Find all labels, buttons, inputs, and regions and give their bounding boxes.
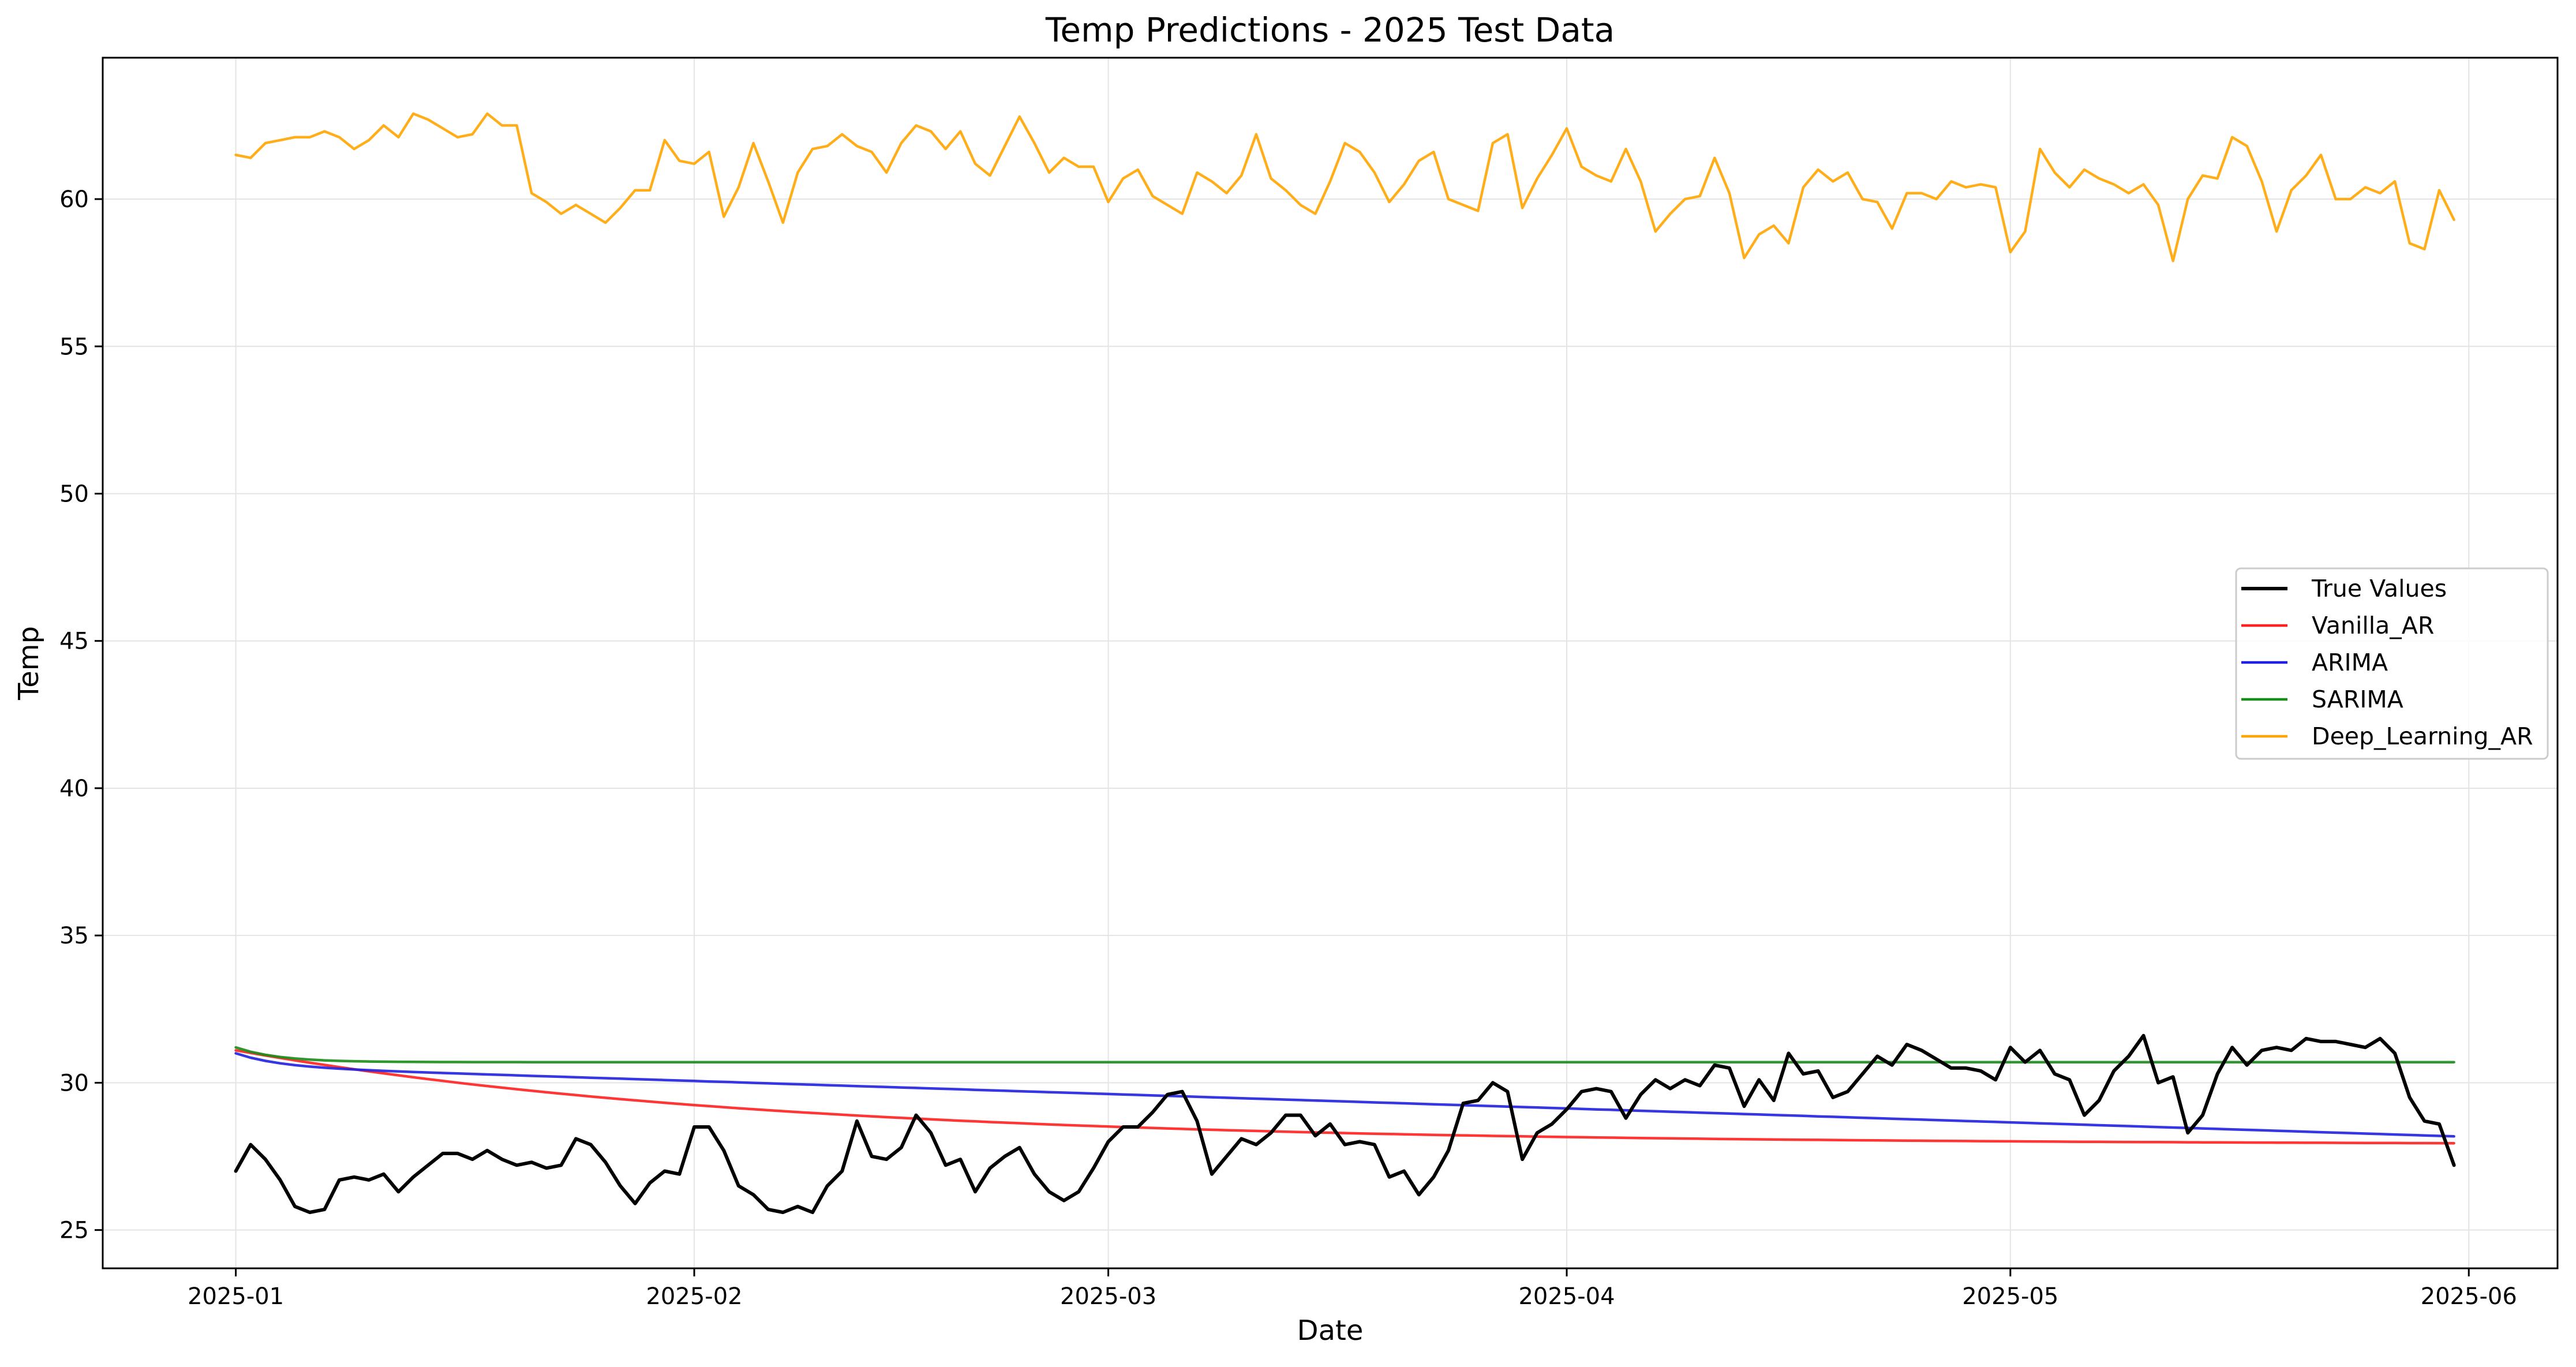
y-tick-label: 50 (59, 481, 89, 507)
legend-label-deep-learning-ar: Deep_Learning_AR (2312, 722, 2533, 750)
chart-title: Temp Predictions - 2025 Test Data (1045, 10, 1615, 50)
y-axis: 25 30 35 40 45 50 55 60 (59, 186, 103, 1244)
legend-label-vanilla-ar: Vanilla_AR (2312, 612, 2434, 639)
x-tick-label: 2025-05 (1962, 1283, 2058, 1310)
series-line-vanilla-ar (234, 1049, 2455, 1145)
y-tick-label: 55 (59, 334, 89, 360)
x-tick-label: 2025-02 (646, 1283, 742, 1310)
series-line-true-values (234, 1033, 2456, 1214)
legend-label-sarima: SARIMA (2312, 686, 2403, 713)
x-tick-label: 2025-01 (188, 1283, 284, 1310)
x-axis: 2025-01 2025-02 2025-03 2025-04 2025-05 2025-… (188, 1268, 2517, 1310)
series-line-arima (234, 1052, 2455, 1138)
legend-box (2235, 567, 2549, 760)
series-layer (234, 112, 2456, 1214)
y-tick-label: 25 (59, 1218, 89, 1244)
y-tick-label: 40 (59, 776, 89, 802)
legend: True Values Vanilla_AR ARIMA SARIMA Deep_Lea… (2235, 567, 2549, 760)
x-tick-label: 2025-06 (2421, 1283, 2517, 1310)
y-tick-label: 35 (59, 923, 89, 949)
series-line-sarima (234, 1046, 2455, 1063)
legend-label-true-values: True Values (2311, 575, 2447, 602)
y-tick-label: 45 (59, 628, 89, 655)
x-axis-label: Date (1297, 1314, 1364, 1347)
x-tick-label: 2025-03 (1060, 1283, 1156, 1310)
series-line-deep-learning-ar (234, 112, 2455, 263)
x-tick-label: 2025-04 (1518, 1283, 1615, 1310)
legend-label-arima: ARIMA (2312, 649, 2388, 676)
y-tick-label: 30 (59, 1070, 89, 1096)
plot-frame (102, 57, 2559, 1269)
y-tick-label: 60 (59, 186, 89, 213)
y-axis-label: Temp (13, 626, 45, 701)
